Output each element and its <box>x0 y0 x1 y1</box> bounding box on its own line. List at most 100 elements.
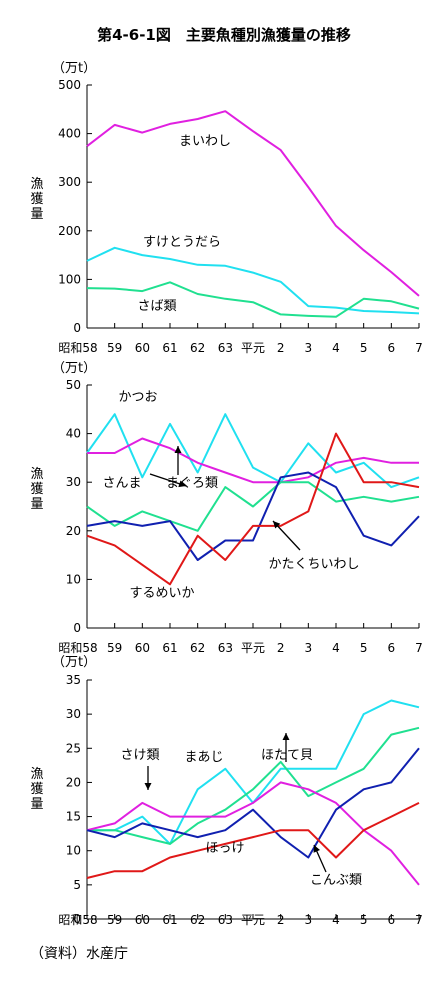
y-tick-label: 30 <box>66 707 81 721</box>
y-tick-label: 30 <box>66 475 81 489</box>
x-tick-label: 6 <box>388 641 396 655</box>
annotation-まいわし: まいわし <box>179 134 231 149</box>
x-tick-label: 63 <box>218 341 233 355</box>
series-line-するめいか <box>86 432 420 586</box>
annotation-ほたて貝: ほたて貝 <box>261 748 313 763</box>
x-tick-label: 6 <box>388 913 396 927</box>
series-line-すけとうだら <box>86 246 420 315</box>
x-tick-label: 4 <box>332 341 340 355</box>
chart-bottom: （万t） 漁獲量 0 5 10 15 20 25 30 35 昭和58 59 60 61 62 63 平元 2 3 4… <box>30 655 422 927</box>
x-tick-label: 昭和58 <box>58 913 97 927</box>
x-tick-label: 61 <box>162 341 177 355</box>
y-tick-label: 400 <box>58 127 81 141</box>
x-tick-label: 59 <box>107 913 122 927</box>
annotation-さば類: さば類 <box>137 299 176 314</box>
source-note: （資料）水産庁 <box>30 946 128 962</box>
x-tick-label: 平元 <box>241 641 265 655</box>
y-tick-label: 20 <box>66 524 81 538</box>
y-tick-label: 25 <box>66 741 81 755</box>
annotation-すけとうだら: すけとうだら <box>143 235 221 250</box>
annotation-arrowhead <box>144 783 152 790</box>
x-tick-label: 2 <box>277 913 285 927</box>
x-tick-label: 5 <box>360 641 368 655</box>
y-tick-label: 0 <box>73 621 81 635</box>
y-tick-label: 15 <box>66 810 81 824</box>
annotation-かたくちいわし: かたくちいわし <box>268 557 359 572</box>
x-tick-label: 59 <box>107 341 122 355</box>
y-tick-label: 0 <box>73 321 81 335</box>
x-tick-label: 63 <box>218 641 233 655</box>
x-tick-label: 62 <box>190 341 205 355</box>
y-tick-label: 40 <box>66 427 81 441</box>
x-tick-label: 60 <box>135 641 150 655</box>
unit-label: （万t） <box>52 655 96 670</box>
x-tick-label: 4 <box>332 913 340 927</box>
y-tick-label: 500 <box>58 78 81 92</box>
series-line-ほたて貝 <box>87 699 420 845</box>
annotation-arrowhead <box>178 480 186 488</box>
x-tick-label: 59 <box>107 641 122 655</box>
series-line-まいわし <box>86 110 420 297</box>
y-tick-label: 50 <box>66 378 81 392</box>
series-line-さんま <box>86 481 420 532</box>
x-tick-label: 63 <box>218 913 233 927</box>
unit-label: （万t） <box>52 61 96 76</box>
x-tick-label: 62 <box>190 913 205 927</box>
series-line-こんぶ類 <box>86 747 420 859</box>
y-tick-label: 300 <box>58 175 81 189</box>
x-tick-label: 60 <box>135 913 150 927</box>
x-tick-label: 60 <box>135 341 150 355</box>
y-tick-label: 5 <box>73 878 81 892</box>
annotation-ほっけ: ほっけ <box>205 841 244 856</box>
chart-middle: （万t） 漁獲量 0 10 20 30 40 50 昭和58 59 60 61 62 63 平元 2 3 4 5 6 7… <box>30 361 422 655</box>
x-tick-label: 7 <box>415 913 423 927</box>
unit-label: （万t） <box>52 361 96 376</box>
x-tick-label: 4 <box>332 641 340 655</box>
y-tick-label: 10 <box>66 572 81 586</box>
x-tick-label: 3 <box>305 913 313 927</box>
annotation-arrowhead <box>273 521 281 529</box>
x-tick-label: 2 <box>277 341 285 355</box>
annotation-さんま: さんま <box>102 476 141 491</box>
y-tick-label: 35 <box>66 673 81 687</box>
annotation-さけ類: さけ類 <box>120 748 159 763</box>
x-tick-label: 61 <box>162 913 177 927</box>
series-line-かつお <box>86 413 420 489</box>
figure-title: 第4-6-1図 主要魚種別漁獲量の推移 <box>97 26 351 44</box>
annotation-arrowhead <box>282 733 290 740</box>
annotation-まぐろ類: まぐろ類 <box>166 476 218 491</box>
series-line-ほっけ <box>86 802 420 879</box>
y-tick-label: 10 <box>66 844 81 858</box>
annotation-こんぶ類: こんぶ類 <box>310 873 362 888</box>
x-tick-label: 平元 <box>241 913 265 927</box>
x-tick-label: 7 <box>415 641 423 655</box>
y-tick-label: 100 <box>58 272 81 286</box>
y-axis-label: 漁獲量 <box>30 767 43 812</box>
x-tick-label: 5 <box>360 913 368 927</box>
series-line-かたくちいわし <box>86 471 420 561</box>
x-tick-label: 2 <box>277 641 285 655</box>
x-tick-label: 61 <box>162 641 177 655</box>
series-line-さけ類 <box>86 781 420 886</box>
x-tick-label: 5 <box>360 341 368 355</box>
x-tick-label: 昭和58 <box>58 641 97 655</box>
series-line-まあじ <box>87 726 420 845</box>
x-tick-label: 7 <box>415 341 423 355</box>
x-tick-label: 3 <box>305 641 313 655</box>
y-tick-label: 20 <box>66 775 81 789</box>
annotation-かつお: かつお <box>118 390 157 405</box>
y-tick-label: 0 <box>73 912 81 926</box>
series-line-まぐろ類 <box>87 437 419 484</box>
x-tick-label: 6 <box>388 341 396 355</box>
annotation-arrowhead <box>313 845 320 853</box>
annotation-arrowhead <box>174 446 182 453</box>
annotation-するめいか: するめいか <box>129 586 194 601</box>
y-axis-label: 漁獲量 <box>30 177 43 222</box>
x-tick-label: 昭和58 <box>58 341 97 355</box>
y-tick-label: 200 <box>58 224 81 238</box>
annotation-まあじ: まあじ <box>184 750 223 765</box>
series-line-さば類 <box>86 281 420 318</box>
y-axis-label: 漁獲量 <box>30 467 43 512</box>
